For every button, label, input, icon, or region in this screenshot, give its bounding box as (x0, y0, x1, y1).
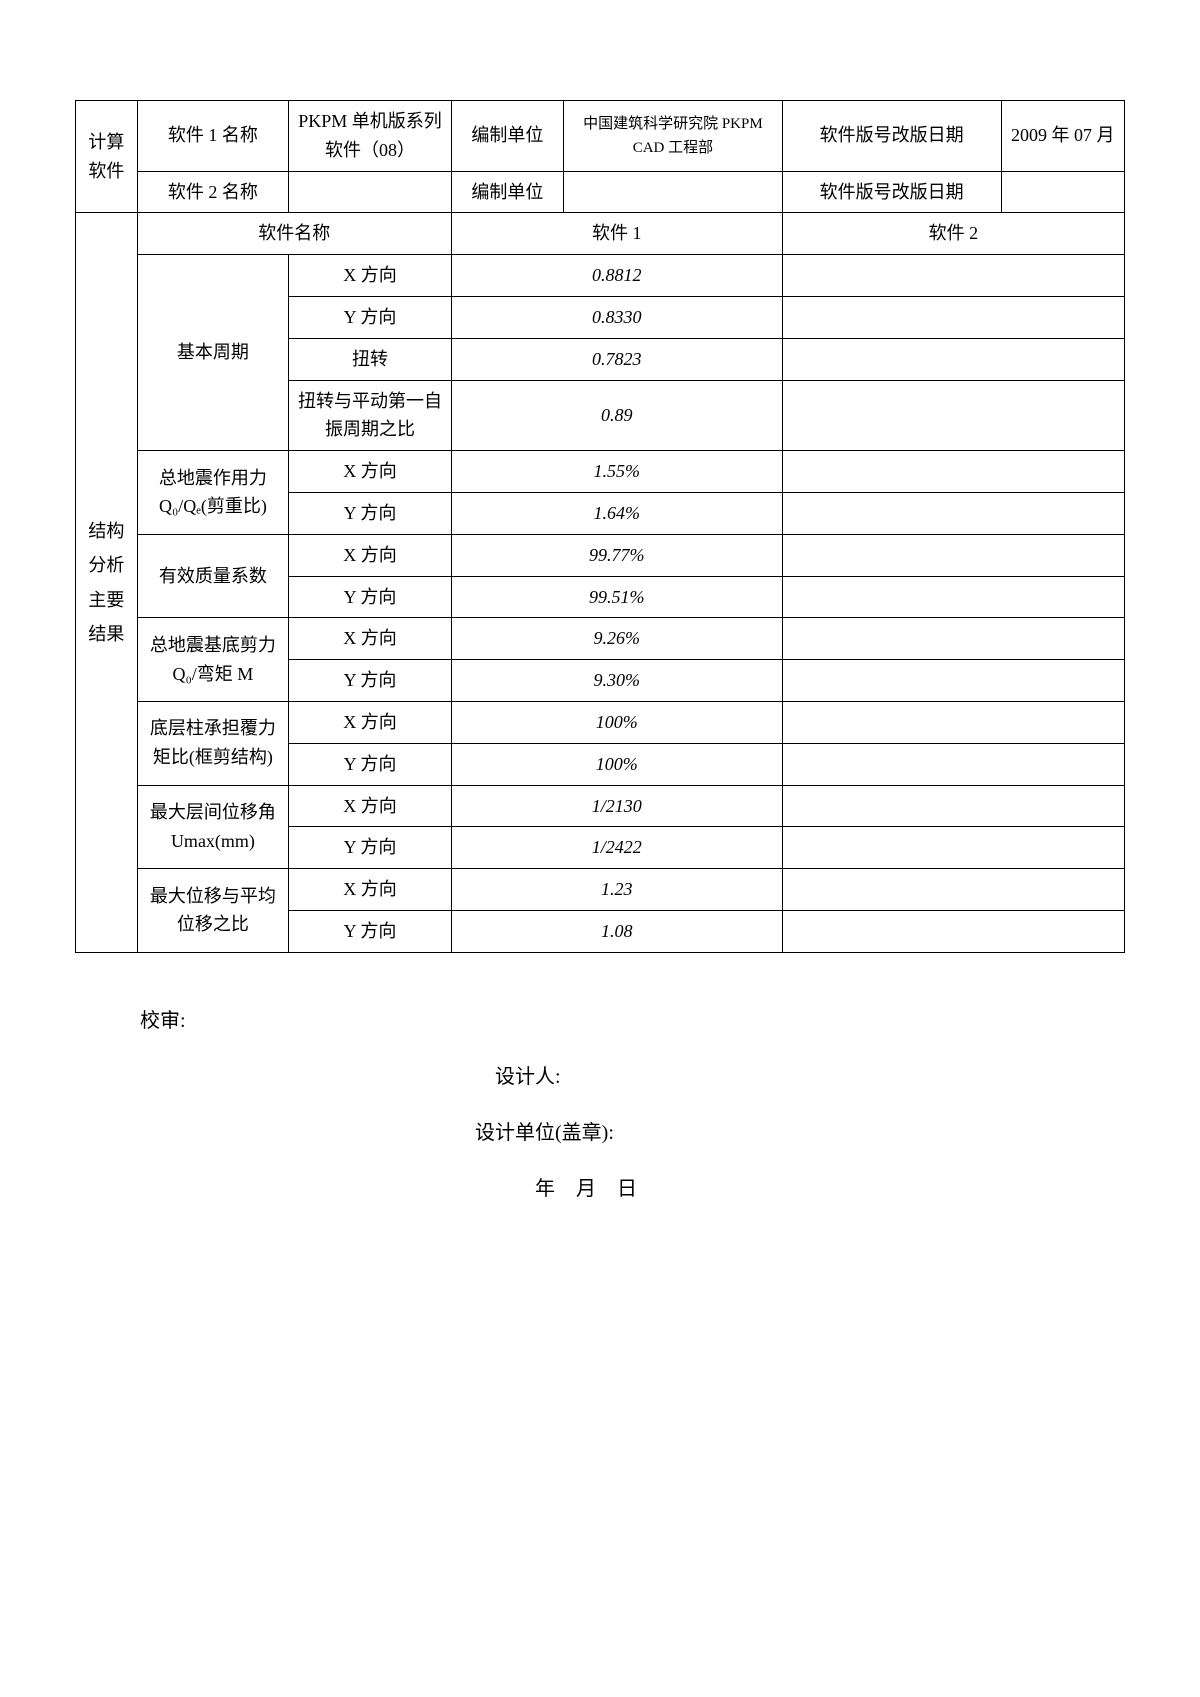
value-sw2 (782, 576, 1124, 618)
value-sw2 (782, 534, 1124, 576)
value-sw2 (782, 827, 1124, 869)
value-sw1: 9.30% (451, 660, 782, 702)
ver-label-2: 软件版号改版日期 (782, 171, 1001, 213)
design-unit-label: 设计单位(盖章): (140, 1105, 1125, 1161)
value-sw2 (782, 785, 1124, 827)
table-row: 总地震基底剪力 Q₀/弯矩 M X 方向 9.26% (76, 618, 1125, 660)
group-label: 基本周期 (137, 255, 288, 451)
direction-cell: X 方向 (289, 869, 452, 911)
direction-cell: Y 方向 (289, 910, 452, 952)
group-label: 总地震基底剪力 Q₀/弯矩 M (137, 618, 288, 702)
value-sw1: 0.8812 (451, 255, 782, 297)
value-sw2 (782, 338, 1124, 380)
org1-value: 中国建筑科学研究院 PKPM CAD 工程部 (564, 101, 783, 172)
value-sw1: 100% (451, 701, 782, 743)
table-row: 基本周期 X 方向 0.8812 (76, 255, 1125, 297)
group-label: 有效质量系数 (137, 534, 288, 618)
value-sw2 (782, 492, 1124, 534)
direction-cell: Y 方向 (289, 492, 452, 534)
ver2-value (1001, 171, 1124, 213)
table-row: 最大层间位移角Umax(mm) X 方向 1/2130 (76, 785, 1125, 827)
table-row: 总地震作用力Q₀/Qₑ(剪重比) X 方向 1.55% (76, 451, 1125, 493)
value-sw2 (782, 910, 1124, 952)
table-row: 底层柱承担覆力矩比(框剪结构) X 方向 100% (76, 701, 1125, 743)
col-software-2: 软件 2 (782, 213, 1124, 255)
ver1-value: 2009 年 07 月 (1001, 101, 1124, 172)
group-label: 底层柱承担覆力矩比(框剪结构) (137, 701, 288, 785)
value-sw1: 0.8330 (451, 296, 782, 338)
org2-value (564, 171, 783, 213)
value-sw1: 1/2422 (451, 827, 782, 869)
value-sw1: 99.51% (451, 576, 782, 618)
software1-name-label: 软件 1 名称 (137, 101, 288, 172)
org-label-2: 编制单位 (451, 171, 563, 213)
value-sw1: 99.77% (451, 534, 782, 576)
direction-cell: X 方向 (289, 618, 452, 660)
value-sw1: 1/2130 (451, 785, 782, 827)
value-sw2 (782, 451, 1124, 493)
table-row: 有效质量系数 X 方向 99.77% (76, 534, 1125, 576)
direction-cell: X 方向 (289, 701, 452, 743)
group-label: 总地震作用力Q₀/Qₑ(剪重比) (137, 451, 288, 535)
value-sw1: 1.08 (451, 910, 782, 952)
software2-name-label: 软件 2 名称 (137, 171, 288, 213)
value-sw1: 100% (451, 743, 782, 785)
section-vertical-label: 结构分析主要结果 (76, 213, 138, 952)
date-label: 年 月 日 (140, 1161, 1125, 1217)
col-software-name: 软件名称 (137, 213, 451, 255)
direction-cell: 扭转与平动第一自振周期之比 (289, 380, 452, 451)
value-sw2 (782, 743, 1124, 785)
value-sw2 (782, 255, 1124, 297)
software2-name-value (289, 171, 452, 213)
value-sw1: 1.55% (451, 451, 782, 493)
value-sw2 (782, 869, 1124, 911)
direction-cell: Y 方向 (289, 660, 452, 702)
org-label-1: 编制单位 (451, 101, 563, 172)
reviewer-label: 校审: (140, 993, 1125, 1049)
value-sw2 (782, 296, 1124, 338)
direction-cell: Y 方向 (289, 576, 452, 618)
value-sw2 (782, 701, 1124, 743)
value-sw2 (782, 660, 1124, 702)
software-section-label: 计算软件 (76, 101, 138, 213)
software-row-2: 软件 2 名称 编制单位 软件版号改版日期 (76, 171, 1125, 213)
ver-label-1: 软件版号改版日期 (782, 101, 1001, 172)
direction-cell: X 方向 (289, 785, 452, 827)
value-sw1: 1.23 (451, 869, 782, 911)
group-label: 最大层间位移角Umax(mm) (137, 785, 288, 869)
col-software-1: 软件 1 (451, 213, 782, 255)
value-sw1: 1.64% (451, 492, 782, 534)
direction-cell: X 方向 (289, 451, 452, 493)
value-sw1: 0.89 (451, 380, 782, 451)
value-sw2 (782, 380, 1124, 451)
signature-block: 校审: 设计人: 设计单位(盖章): 年 月 日 (140, 993, 1125, 1217)
direction-cell: Y 方向 (289, 743, 452, 785)
software-row-1: 计算软件 软件 1 名称 PKPM 单机版系列软件（08） 编制单位 中国建筑科… (76, 101, 1125, 172)
direction-cell: Y 方向 (289, 296, 452, 338)
software1-name-value: PKPM 单机版系列软件（08） (289, 101, 452, 172)
direction-cell: 扭转 (289, 338, 452, 380)
group-label: 最大位移与平均位移之比 (137, 869, 288, 953)
direction-cell: Y 方向 (289, 827, 452, 869)
designer-label: 设计人: (140, 1049, 1125, 1105)
results-header-row: 结构分析主要结果 软件名称 软件 1 软件 2 (76, 213, 1125, 255)
results-table: 计算软件 软件 1 名称 PKPM 单机版系列软件（08） 编制单位 中国建筑科… (75, 100, 1125, 953)
value-sw2 (782, 618, 1124, 660)
table-row: 最大位移与平均位移之比 X 方向 1.23 (76, 869, 1125, 911)
value-sw1: 9.26% (451, 618, 782, 660)
direction-cell: X 方向 (289, 534, 452, 576)
direction-cell: X 方向 (289, 255, 452, 297)
value-sw1: 0.7823 (451, 338, 782, 380)
